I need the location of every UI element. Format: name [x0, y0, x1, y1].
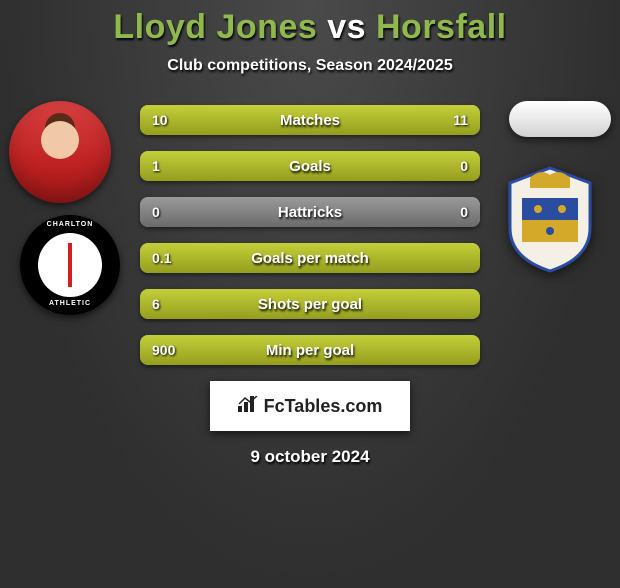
player1-name: Lloyd Jones: [113, 8, 317, 46]
club2-logo: [500, 163, 600, 273]
club1-text-top: CHARLTON: [20, 221, 120, 228]
stat-label: Min per goal: [140, 342, 480, 359]
vs-text: vs: [327, 8, 366, 46]
stat-label: Goals: [140, 158, 480, 175]
stat-row: 900Min per goal: [140, 335, 480, 365]
player2-photo: [509, 101, 611, 137]
stats-bars: 1011Matches 10Goals 00Hattricks 0.1Goals pe…: [140, 93, 480, 365]
stat-row: 0.1Goals per match: [140, 243, 480, 273]
player2-name: Horsfall: [376, 8, 507, 46]
stat-row: 00Hattricks: [140, 197, 480, 227]
stat-label: Hattricks: [140, 204, 480, 221]
club1-sword-icon: [68, 243, 72, 287]
club1-text-bottom: ATHLETIC: [20, 300, 120, 307]
stat-row: 10Goals: [140, 151, 480, 181]
comparison-panel: CHARLTON ATHLETIC 1011Matches 10Goals 00Ha…: [0, 93, 620, 365]
club2-crest-icon: [500, 163, 600, 273]
stat-row: 1011Matches: [140, 105, 480, 135]
snapshot-date: 9 october 2024: [0, 447, 620, 467]
club1-logo: CHARLTON ATHLETIC: [20, 215, 120, 315]
player1-photo: [9, 101, 111, 203]
source-text: FcTables.com: [264, 396, 383, 417]
stat-label: Goals per match: [140, 250, 480, 267]
subtitle: Club competitions, Season 2024/2025: [0, 57, 620, 75]
club1-inner-circle: [38, 233, 102, 297]
comparison-title: Lloyd Jones vs Horsfall: [0, 8, 620, 47]
source-badge[interactable]: FcTables.com: [210, 381, 410, 431]
chart-icon: [238, 396, 258, 417]
stat-label: Matches: [140, 112, 480, 129]
stat-label: Shots per goal: [140, 296, 480, 313]
stat-row: 6Shots per goal: [140, 289, 480, 319]
